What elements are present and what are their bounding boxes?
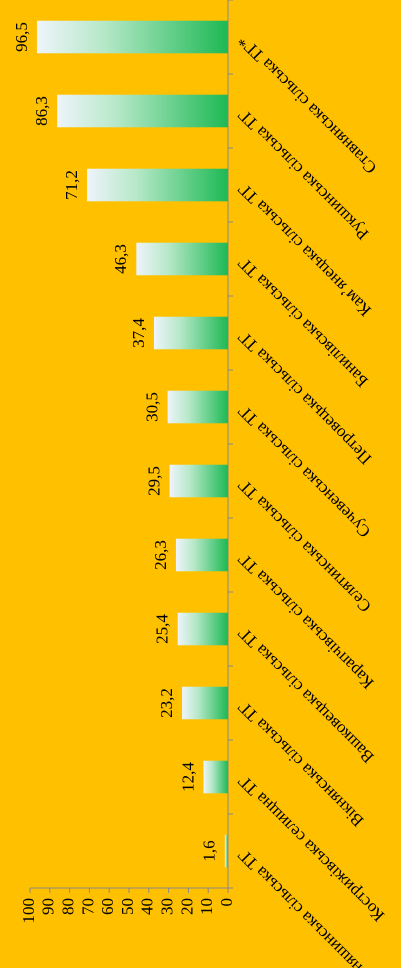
data-label: 23,2	[157, 688, 176, 718]
data-label: 12,4	[178, 762, 197, 792]
x-tick-label: Кострижівська селищна ТГ	[234, 771, 388, 925]
data-label: 29,5	[144, 466, 163, 496]
x-tick-label: Вашковецька сільська ТГ	[234, 623, 378, 767]
bar	[136, 242, 229, 276]
data-label: 86,3	[32, 96, 51, 126]
bar	[203, 760, 228, 794]
x-tick-label: Вікнянська сільська ТГ	[234, 697, 367, 830]
bar	[169, 464, 228, 498]
bar	[177, 612, 228, 646]
x-tick-label: Петровецька сільська ТГ	[234, 327, 375, 468]
y-tick-label: 60	[98, 898, 117, 915]
y-tick-label: 70	[78, 898, 97, 915]
y-tick-label: 40	[138, 898, 157, 915]
y-tick-label: 20	[177, 898, 196, 915]
y-tick-label: 0	[217, 898, 236, 907]
y-tick-label: 10	[197, 898, 216, 915]
data-label: 1,6	[200, 840, 219, 861]
x-tick-label: Кам’янецька сільська ТГ	[234, 179, 375, 320]
x-tick-label: Рукшинська сільська ТГ	[234, 105, 372, 243]
data-label: 37,4	[129, 318, 148, 348]
data-label: 30,5	[143, 392, 162, 422]
data-label: 96,5	[12, 22, 31, 52]
bar	[175, 538, 228, 572]
bar	[153, 316, 228, 350]
x-tick-label: Ставнянська сільська ТГ*	[234, 31, 380, 177]
bar	[36, 20, 229, 54]
y-tick-label: 80	[59, 898, 78, 915]
bar	[224, 834, 229, 868]
x-tick-label: Карапчівська сільська ТГ	[234, 549, 377, 692]
bar	[182, 686, 228, 720]
bar	[167, 390, 228, 424]
data-label: 71,2	[62, 170, 81, 200]
data-label: 25,4	[153, 614, 172, 644]
data-label: 26,3	[151, 540, 170, 570]
y-tick-label: 100	[19, 898, 38, 924]
y-tick-label: 90	[39, 898, 58, 915]
bar	[57, 94, 228, 128]
bar	[87, 168, 228, 202]
data-label: 46,3	[111, 244, 130, 274]
y-tick-label: 30	[158, 898, 177, 915]
x-tick-label: Банилівська сільська ТГ	[234, 253, 372, 391]
y-tick-label: 50	[118, 898, 137, 915]
x-tick-label: Сучевенська сільська ТГ	[234, 401, 374, 541]
x-tick-label: Селятинська сільська ТГ	[234, 475, 375, 616]
